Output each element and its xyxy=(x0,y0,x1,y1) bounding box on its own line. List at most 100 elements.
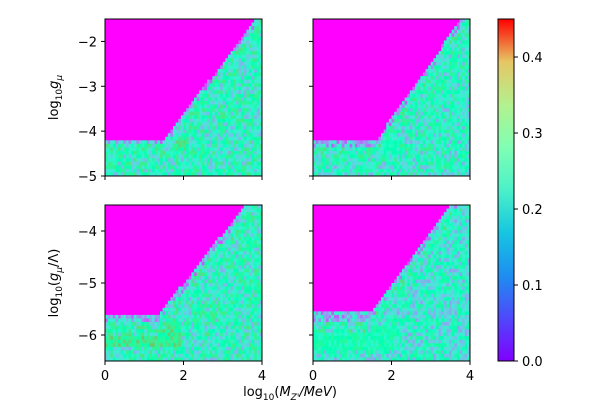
heatmap-cell xyxy=(388,126,392,131)
heatmap-cell xyxy=(251,172,255,177)
heatmap-cell xyxy=(193,154,197,159)
heatmap-cell xyxy=(141,154,145,159)
heatmap-cell xyxy=(320,172,324,177)
heatmap-cell xyxy=(222,172,226,177)
heatmap-cell xyxy=(415,343,419,348)
heatmap-cell xyxy=(183,111,187,116)
heatmap-cell xyxy=(357,143,361,148)
heatmap-cell xyxy=(201,154,205,159)
heatmap-cell xyxy=(248,297,252,302)
heatmap-cell xyxy=(188,108,192,113)
heatmap-cell xyxy=(230,275,234,280)
heatmap-cell xyxy=(222,240,226,245)
heatmap-cell xyxy=(241,40,245,45)
heatmap-cell xyxy=(235,168,239,173)
heatmap-cell xyxy=(459,143,463,148)
heatmap-cell xyxy=(141,147,145,152)
heatmap-cell xyxy=(196,329,200,334)
heatmap-cell xyxy=(417,261,421,266)
heatmap-cell xyxy=(464,76,468,81)
heatmap-cell xyxy=(435,54,439,59)
heatmap-cell xyxy=(352,154,356,159)
heatmap-cell xyxy=(183,158,187,163)
heatmap-cell xyxy=(433,332,437,337)
heatmap-cell xyxy=(425,108,429,113)
heatmap-cell xyxy=(173,154,177,159)
heatmap-cell xyxy=(209,154,213,159)
heatmap-cell xyxy=(196,325,200,330)
heatmap-cell xyxy=(449,129,453,134)
heatmap-cell xyxy=(425,161,429,166)
heatmap-cell xyxy=(313,339,317,344)
heatmap-cell xyxy=(175,151,179,155)
heatmap-cell xyxy=(391,357,395,362)
heatmap-cell xyxy=(230,233,234,238)
heatmap-cell xyxy=(212,97,216,102)
heatmap-cell xyxy=(188,318,192,323)
heatmap-cell xyxy=(183,307,187,312)
heatmap-cell xyxy=(256,212,260,217)
heatmap-cell xyxy=(417,161,421,166)
heatmap-cell xyxy=(238,86,242,91)
heatmap-cell xyxy=(220,72,224,77)
heatmap-cell xyxy=(241,343,245,348)
heatmap-cell xyxy=(420,332,424,337)
heatmap-cell xyxy=(362,151,366,155)
heatmap-cell xyxy=(241,240,245,245)
heatmap-cell xyxy=(248,244,252,248)
heatmap-cell xyxy=(256,247,260,252)
heatmap-cell xyxy=(188,172,192,177)
heatmap-cell xyxy=(154,161,158,166)
heatmap-cell xyxy=(428,97,432,102)
heatmap-cell xyxy=(256,108,260,113)
heatmap-cell xyxy=(209,165,213,170)
heatmap-cell xyxy=(233,151,237,155)
heatmap-cell xyxy=(367,140,371,145)
heatmap-cell xyxy=(227,140,231,145)
heatmap-cell xyxy=(388,143,392,148)
heatmap-cell xyxy=(209,158,213,163)
heatmap-cell xyxy=(420,111,424,116)
heatmap-cell xyxy=(412,118,416,123)
heatmap-cell xyxy=(441,47,445,52)
heatmap-cell xyxy=(251,322,255,326)
heatmap-cell xyxy=(199,93,203,98)
heatmap-cell xyxy=(183,133,187,138)
heatmap-cell xyxy=(357,165,361,170)
heatmap-cell xyxy=(207,325,211,330)
heatmap-cell xyxy=(381,357,385,362)
heatmap-cell xyxy=(199,104,203,109)
heatmap-cell xyxy=(199,129,203,134)
heatmap-cell xyxy=(433,151,437,155)
heatmap-cell xyxy=(422,172,426,177)
heatmap-cell xyxy=(225,286,229,291)
heatmap-cell xyxy=(225,58,229,63)
heatmap-cell xyxy=(339,172,343,177)
heatmap-cell xyxy=(412,293,416,298)
heatmap-cell xyxy=(435,111,439,116)
heatmap-cell xyxy=(256,126,260,131)
heatmap-cell xyxy=(235,76,239,81)
heatmap-cell xyxy=(344,311,348,316)
heatmap-cell xyxy=(162,357,166,362)
heatmap-cell xyxy=(320,339,324,344)
heatmap-cell xyxy=(383,165,387,170)
heatmap-cell xyxy=(246,40,250,45)
heatmap-cell xyxy=(412,304,416,309)
heatmap-cell xyxy=(199,322,203,326)
heatmap-cell xyxy=(394,136,398,141)
heatmap-cell xyxy=(388,304,392,309)
heatmap-cell xyxy=(420,290,424,295)
heatmap-cell xyxy=(259,26,263,31)
heatmap-cell xyxy=(365,165,369,170)
heatmap-cell xyxy=(154,172,158,177)
heatmap-cell xyxy=(146,151,150,155)
heatmap-cell xyxy=(131,168,135,173)
heatmap-cell xyxy=(248,314,252,319)
heatmap-cell xyxy=(123,140,127,145)
heatmap-cell xyxy=(241,143,245,148)
heatmap-cell xyxy=(233,108,237,113)
heatmap-cell xyxy=(243,222,247,227)
heatmap-cell xyxy=(193,293,197,298)
heatmap-cell xyxy=(375,343,379,348)
